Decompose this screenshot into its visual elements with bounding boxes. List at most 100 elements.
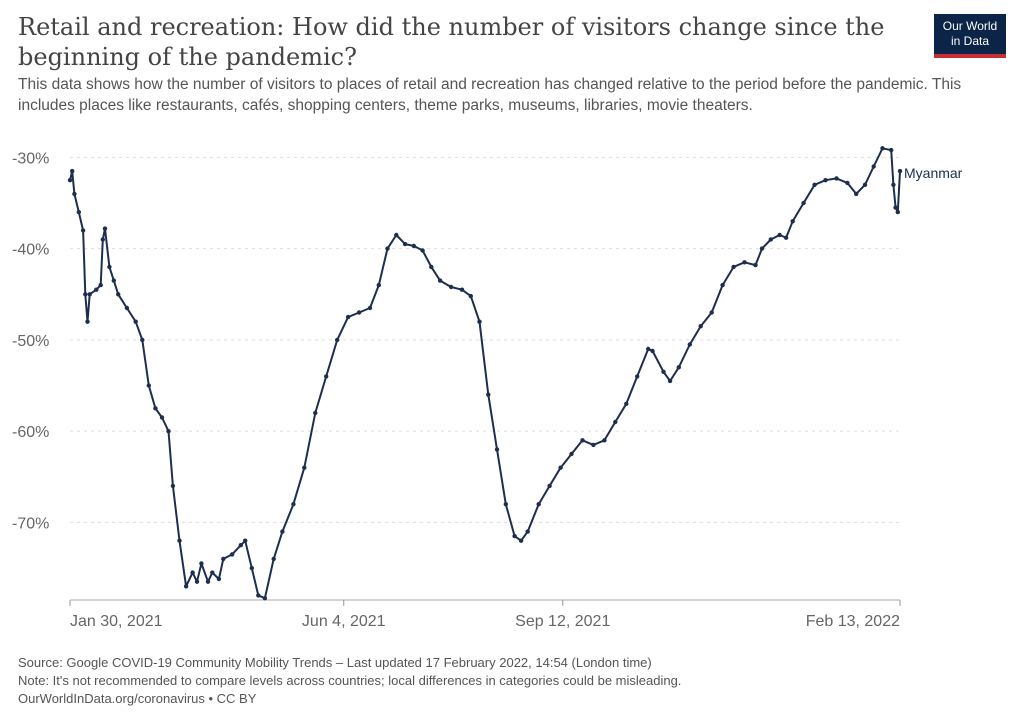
data-point <box>580 438 585 443</box>
chart-subtitle: This data shows how the number of visito… <box>18 76 962 114</box>
data-point <box>70 168 75 174</box>
data-point <box>376 282 381 288</box>
data-point <box>448 284 454 290</box>
data-point <box>591 442 596 448</box>
data-point <box>170 483 176 489</box>
line-chart: -30% -40% -50% -60% -70% Jan 30, 2021 Jun 4, … <box>12 146 963 630</box>
data-point <box>801 200 806 206</box>
data-point <box>494 447 500 452</box>
data-point <box>243 538 248 543</box>
data-point <box>345 314 351 320</box>
data-point <box>216 576 222 582</box>
data-point <box>291 502 296 507</box>
data-point <box>107 264 112 270</box>
y-tick-label: -50% <box>12 333 49 350</box>
owid-logo[interactable]: Our World in Data <box>934 14 1006 58</box>
x-tick-label: Feb 13, 2022 <box>806 613 900 630</box>
data-point <box>687 342 692 347</box>
data-point <box>80 228 86 233</box>
comparison-note: Note: It's not recommended to compare le… <box>18 673 682 688</box>
data-point <box>229 552 235 557</box>
data-point <box>85 319 90 324</box>
data-point <box>854 191 859 197</box>
data-point <box>385 246 390 251</box>
data-point <box>845 180 850 186</box>
data-point <box>205 579 211 584</box>
data-point <box>100 237 106 242</box>
y-tick-label: -30% <box>12 150 49 167</box>
data-point <box>394 232 399 238</box>
data-point <box>635 374 640 379</box>
data-point <box>190 570 195 575</box>
data-point <box>891 182 896 187</box>
data-point <box>459 287 465 292</box>
data-point <box>271 556 276 562</box>
chart-title: Retail and recreation: How did the numbe… <box>18 13 885 71</box>
data-point <box>624 401 629 406</box>
data-point <box>698 324 703 329</box>
data-point <box>238 543 243 548</box>
data-point <box>111 278 117 283</box>
data-point <box>83 292 88 297</box>
data-point <box>468 293 473 299</box>
data-point <box>742 260 747 265</box>
series-label[interactable]: Myanmar <box>904 165 963 181</box>
data-point <box>411 243 416 249</box>
x-tick-label: Sep 12, 2021 <box>515 613 610 630</box>
logo-text-line1: Our World <box>942 19 998 33</box>
data-point <box>525 529 530 534</box>
data-point <box>302 465 307 470</box>
data-point <box>133 319 138 324</box>
data-point <box>646 346 651 352</box>
data-point <box>313 410 318 416</box>
data-point <box>262 596 268 601</box>
y-tick-label: -40% <box>12 242 49 259</box>
data-point <box>76 209 82 215</box>
y-axis-ticks: -30% -40% -50% -60% -70% <box>12 150 49 532</box>
data-point <box>897 168 903 174</box>
data-point <box>862 182 868 187</box>
data-point <box>477 319 482 324</box>
data-point <box>437 278 443 283</box>
data-point <box>166 429 171 434</box>
series-line[interactable] <box>69 147 901 600</box>
data-point <box>194 579 200 584</box>
data-point <box>94 287 99 292</box>
data-point <box>871 164 876 169</box>
credit-link[interactable]: OurWorldInData.org/coronavirus • CC BY <box>18 691 257 706</box>
logo-text-line2: in Data <box>950 34 990 48</box>
data-point <box>536 502 541 507</box>
data-point <box>759 246 765 251</box>
data-point <box>199 561 204 566</box>
data-point <box>768 237 773 242</box>
data-point <box>783 235 789 240</box>
data-point <box>177 538 182 543</box>
x-tick-label: Jan 30, 2021 <box>70 613 163 630</box>
data-point <box>102 226 108 231</box>
data-point <box>153 406 158 411</box>
data-point <box>661 369 666 374</box>
data-point <box>503 502 508 507</box>
data-point <box>324 374 329 379</box>
data-point <box>547 483 552 489</box>
data-point <box>893 205 898 210</box>
data-point <box>895 209 900 215</box>
data-point <box>676 365 681 370</box>
data-point <box>183 584 189 589</box>
data-point <box>777 232 782 238</box>
data-point <box>420 248 425 253</box>
data-point <box>335 337 340 343</box>
data-point <box>720 282 725 288</box>
x-tick-label: Jun 4, 2021 <box>302 613 386 630</box>
series-group: Myanmar <box>67 146 963 601</box>
y-grid <box>70 156 900 523</box>
data-point <box>356 310 362 315</box>
data-point <box>280 529 285 534</box>
data-point <box>558 465 563 470</box>
data-point <box>124 305 130 311</box>
data-point <box>812 182 817 187</box>
data-point <box>569 451 574 457</box>
data-point <box>790 219 795 224</box>
data-point <box>880 146 885 151</box>
data-point <box>402 241 408 247</box>
